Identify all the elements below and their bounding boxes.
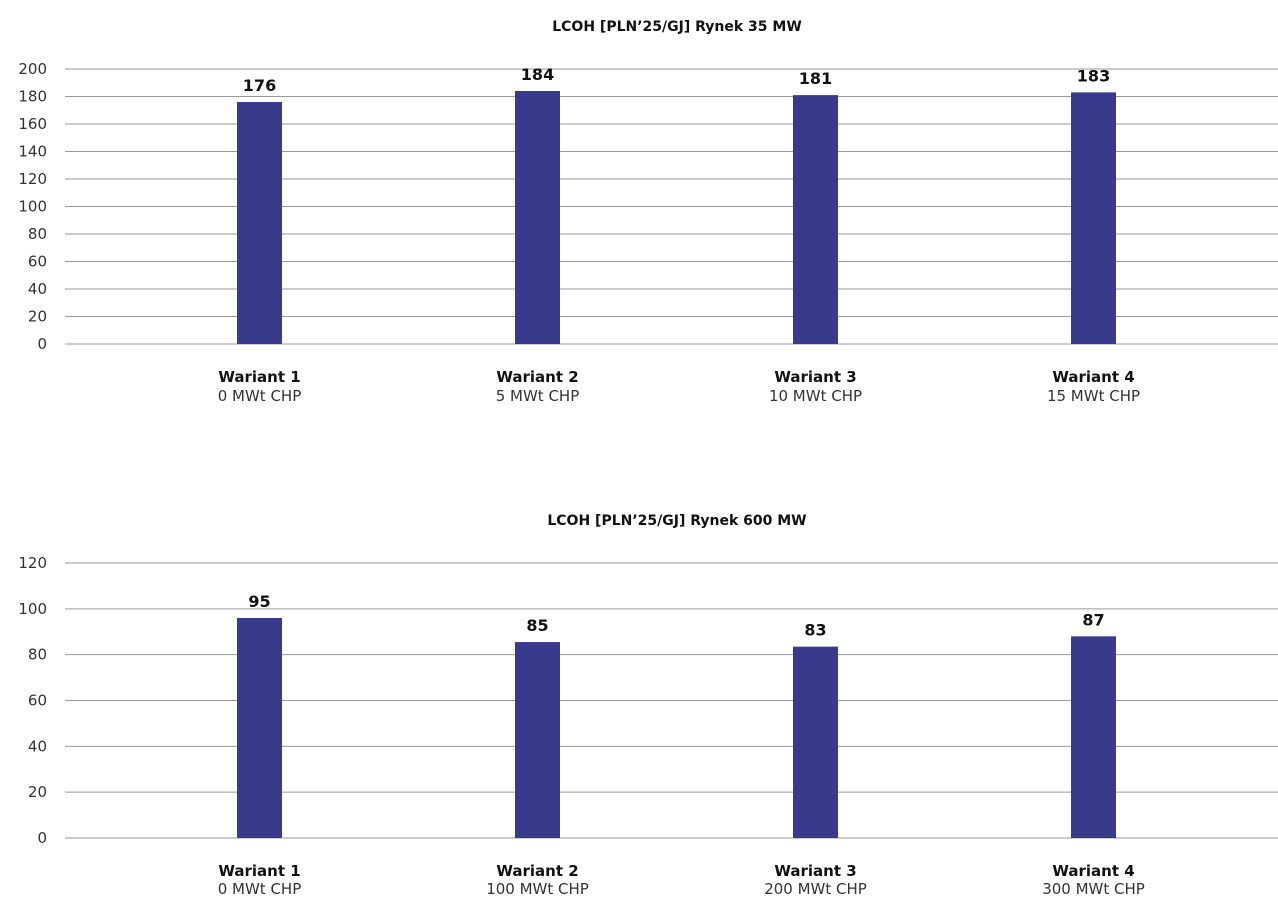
category-label: Wariant 2 <box>496 368 578 386</box>
bar <box>793 646 838 838</box>
data-label: 83 <box>804 621 826 640</box>
y-tick-label: 120 <box>18 170 47 188</box>
data-label: 95 <box>248 592 270 611</box>
bar <box>515 642 560 838</box>
y-tick-label: 160 <box>18 115 47 133</box>
bar <box>237 618 282 838</box>
chart-35mw: LCOH [PLN’25/GJ] Rynek 35 MW 0 20 40 60 80 10… <box>18 19 1278 405</box>
category-label: Wariant 1 <box>218 368 300 386</box>
bar <box>515 91 560 344</box>
category-sublabel: 10 MWt CHP <box>769 387 862 405</box>
y-tick-label: 60 <box>28 692 47 710</box>
y-tick-label: 100 <box>18 600 47 618</box>
y-tick-label: 40 <box>28 737 47 755</box>
category-label: Wariant 2 <box>496 862 578 880</box>
y-tick-label: 140 <box>18 143 47 161</box>
data-label: 181 <box>799 69 832 88</box>
y-tick-label: 120 <box>18 554 47 572</box>
category-label: Wariant 4 <box>1052 862 1134 880</box>
y-tick-label: 40 <box>28 280 47 298</box>
y-tick-label: 80 <box>28 225 47 243</box>
y-tick-label: 20 <box>28 308 47 326</box>
y-tick-label: 20 <box>28 783 47 801</box>
y-tick-label: 80 <box>28 646 47 664</box>
data-label: 183 <box>1077 66 1110 85</box>
chart-title: LCOH [PLN’25/GJ] Rynek 600 MW <box>547 513 806 529</box>
category-label: Wariant 4 <box>1052 368 1134 386</box>
category-label: Wariant 3 <box>774 862 856 880</box>
category-sublabel: 100 MWt CHP <box>486 880 589 898</box>
category-sublabel: 0 MWt CHP <box>218 387 302 405</box>
bar <box>237 102 282 344</box>
category-sublabel: 200 MWt CHP <box>764 880 867 898</box>
bar <box>1071 636 1116 838</box>
y-tick-label: 180 <box>18 88 47 106</box>
category-sublabel: 300 MWt CHP <box>1042 880 1145 898</box>
data-label: 85 <box>526 616 548 635</box>
category-sublabel: 0 MWt CHP <box>218 880 302 898</box>
y-tick-label: 60 <box>28 253 47 271</box>
y-tick-label: 0 <box>37 829 47 847</box>
y-tick-label: 100 <box>18 198 47 216</box>
category-sublabel: 15 MWt CHP <box>1047 387 1140 405</box>
y-tick-label: 200 <box>18 60 47 78</box>
bar <box>793 95 838 344</box>
category-label: Wariant 1 <box>218 862 300 880</box>
category-sublabel: 5 MWt CHP <box>496 387 580 405</box>
bar <box>1071 92 1116 344</box>
data-label: 176 <box>243 76 276 95</box>
data-label: 87 <box>1082 610 1104 629</box>
data-label: 184 <box>521 65 554 84</box>
chart-600mw: LCOH [PLN’25/GJ] Rynek 600 MW 0 20 40 60 80 1… <box>18 513 1278 898</box>
category-label: Wariant 3 <box>774 368 856 386</box>
chart-title: LCOH [PLN’25/GJ] Rynek 35 MW <box>552 19 802 35</box>
y-tick-label: 0 <box>37 335 47 353</box>
